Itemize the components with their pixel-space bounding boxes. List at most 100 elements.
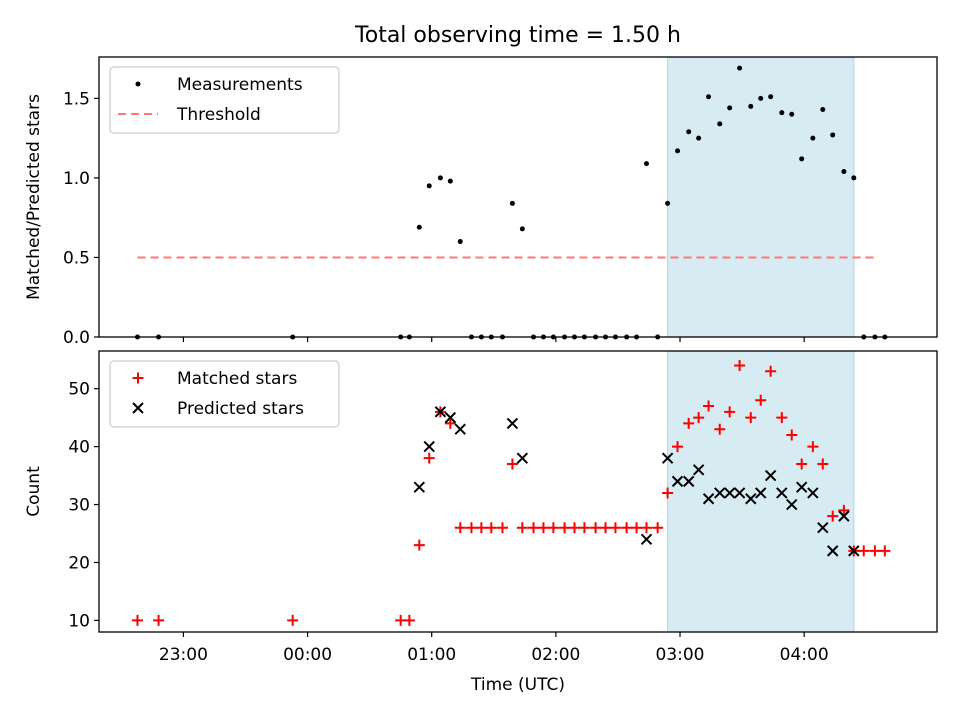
matched-star-point	[838, 504, 850, 516]
y-tick-label: 10	[68, 611, 90, 631]
series-matched-stars	[131, 359, 891, 626]
matched-star-point	[600, 522, 612, 534]
x-tick-label: 01:00	[407, 645, 456, 665]
y-tick-label: 50	[68, 380, 90, 400]
measurement-point	[737, 65, 743, 71]
series-predicted-stars	[413, 406, 860, 557]
matched-star-point	[547, 522, 559, 534]
matched-star-point	[879, 545, 891, 557]
measurement-point	[717, 121, 723, 127]
top-panel-x-ticks	[182, 337, 805, 342]
predicted-star-point	[671, 475, 684, 488]
predicted-star-point	[444, 411, 457, 424]
matched-star-point	[590, 522, 602, 534]
predicted-star-point	[682, 475, 695, 488]
predicted-star-point	[745, 493, 757, 505]
matched-star-point	[683, 417, 695, 429]
predicted-star-point	[838, 510, 850, 522]
y-tick-label: 1.5	[63, 89, 90, 109]
predicted-star-point	[817, 522, 829, 534]
matched-star-point	[724, 406, 736, 418]
y-tick-label: 40	[68, 438, 90, 458]
matched-star-point	[287, 614, 299, 626]
matched-star-point	[631, 522, 643, 534]
measurement-point	[820, 107, 826, 112]
measurement-point	[830, 132, 836, 138]
measurement-point	[665, 200, 671, 206]
top-panel-frame	[98, 56, 938, 338]
predicted-star-point	[786, 498, 798, 511]
measurement-point	[437, 175, 443, 181]
measurement-point	[686, 129, 692, 135]
bottom-panel-marks	[131, 359, 891, 626]
matched-star-point	[568, 522, 580, 534]
measurement-point	[509, 200, 515, 206]
matched-star-point	[516, 522, 528, 534]
measurement-point	[447, 178, 453, 184]
predicted-star-point	[454, 423, 466, 435]
matched-star-point	[496, 522, 508, 534]
legend-label: Predicted stars	[177, 399, 304, 419]
measurement-point	[675, 148, 681, 154]
matched-star-point	[786, 429, 798, 441]
bottom-panel-y-label: Count	[24, 466, 44, 517]
matched-star-point	[817, 458, 829, 470]
predicted-star-point	[807, 487, 819, 499]
predicted-star-point	[640, 533, 653, 546]
matched-star-point	[755, 394, 767, 406]
predicted-star-point	[795, 481, 808, 493]
matched-star-point	[858, 545, 870, 557]
predicted-star-point	[848, 545, 860, 557]
matched-star-point	[528, 522, 540, 534]
predicted-star-point	[764, 469, 777, 482]
predicted-star-point	[755, 487, 767, 499]
y-tick-label: 0.0	[63, 328, 90, 348]
top-panel-y-label: Matched/Predicted stars	[24, 94, 44, 300]
predicted-star-point	[692, 464, 705, 476]
predicted-star-point	[702, 493, 715, 505]
predicted-star-point	[413, 481, 426, 493]
matched-star-point	[745, 412, 757, 424]
legend-box	[109, 66, 340, 134]
matched-star-point	[765, 365, 777, 377]
matched-star-point	[796, 458, 808, 470]
bottom-panel-y-ticks: 10 20 30 40 50	[68, 380, 99, 631]
y-tick-label: 1.0	[63, 169, 90, 189]
matched-star-point	[559, 522, 571, 534]
top-panel: 0.0 0.5 1.0 1.5 Matched/Predicted stars Mea…	[24, 56, 938, 348]
measurement-point	[851, 175, 857, 181]
measurement-point	[768, 94, 774, 100]
legend-measurement-swatch	[135, 81, 141, 87]
x-tick-label: 04:00	[780, 645, 829, 665]
matched-star-point	[423, 452, 435, 464]
predicted-star-point	[723, 487, 736, 499]
predicted-star-point	[506, 417, 519, 430]
measurement-point	[799, 156, 805, 162]
observing-window-span	[667, 350, 855, 633]
measurement-point	[519, 226, 525, 232]
y-tick-label: 0.5	[63, 248, 90, 268]
measurement-point	[789, 111, 795, 117]
measurement-point	[841, 169, 847, 175]
observing-window-rect	[667, 350, 855, 633]
matched-star-point	[454, 522, 466, 534]
observing-window-rect	[667, 56, 855, 338]
matched-star-point	[827, 510, 839, 522]
matched-star-point	[672, 441, 684, 453]
x-axis-label: Time (UTC)	[470, 675, 565, 695]
matched-star-point	[153, 614, 165, 626]
chart-title: Total observing time = 1.50 h	[354, 23, 681, 48]
matched-star-point	[506, 458, 518, 470]
predicted-star-point	[434, 406, 447, 418]
matched-star-point	[776, 412, 788, 424]
predicted-star-point	[714, 487, 726, 499]
bottom-panel-legend: Matched stars Predicted stars	[109, 360, 340, 428]
matched-star-point	[693, 412, 705, 424]
measurement-point	[779, 110, 785, 116]
y-tick-label: 30	[68, 496, 90, 516]
x-tick-label: 00:00	[283, 645, 332, 665]
matched-star-point	[703, 400, 715, 412]
legend-matched-swatch	[132, 372, 144, 384]
measurement-point	[727, 105, 733, 111]
